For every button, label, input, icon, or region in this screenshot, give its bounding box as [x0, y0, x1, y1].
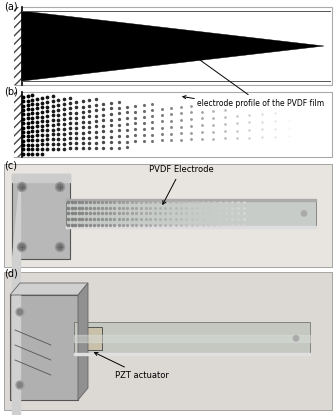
Bar — [66, 199, 316, 228]
Circle shape — [17, 310, 22, 315]
Circle shape — [17, 183, 26, 191]
Text: (d): (d) — [4, 269, 18, 279]
Bar — [14, 7, 332, 85]
Circle shape — [19, 244, 25, 250]
Text: electrode profile of the PVDF film: electrode profile of the PVDF film — [182, 47, 324, 108]
Polygon shape — [22, 11, 324, 81]
Bar — [14, 92, 22, 157]
Bar — [80, 327, 102, 350]
Circle shape — [56, 242, 65, 251]
Text: (b): (b) — [4, 87, 18, 97]
Text: (c): (c) — [4, 160, 17, 170]
Bar — [4, 164, 332, 267]
Circle shape — [57, 184, 63, 190]
Circle shape — [19, 184, 25, 190]
Bar — [74, 322, 310, 355]
Text: PZT actuator: PZT actuator — [94, 352, 169, 380]
Bar — [14, 92, 332, 157]
Text: (a): (a) — [4, 2, 18, 12]
Bar — [12, 174, 70, 259]
Polygon shape — [78, 283, 88, 400]
Circle shape — [56, 183, 65, 191]
Polygon shape — [10, 283, 88, 295]
Circle shape — [57, 244, 63, 250]
Circle shape — [16, 381, 24, 389]
Bar — [10, 295, 78, 400]
Text: PVDF Electrode: PVDF Electrode — [149, 165, 213, 204]
Bar — [4, 272, 332, 410]
Bar — [14, 7, 22, 85]
Circle shape — [17, 242, 26, 251]
Circle shape — [16, 308, 24, 316]
Circle shape — [293, 335, 299, 341]
Circle shape — [17, 383, 22, 388]
Circle shape — [301, 210, 307, 217]
